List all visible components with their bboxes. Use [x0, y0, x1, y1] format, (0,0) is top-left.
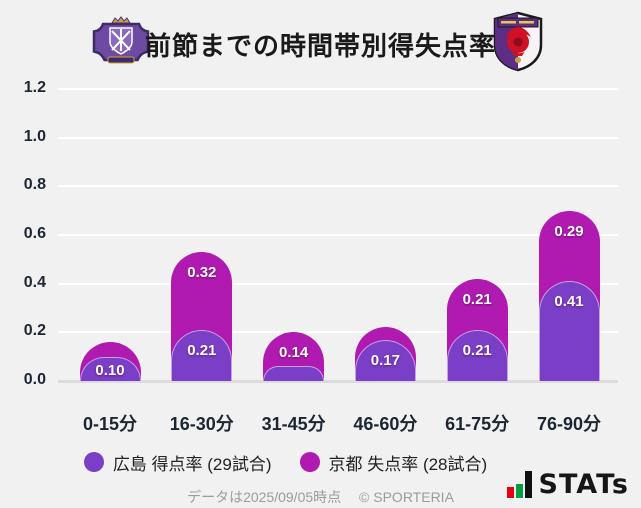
data-date-note: データは2025/09/05時点	[187, 489, 342, 505]
bar-value-label: 0.41	[554, 293, 584, 311]
x-tick-label: 16-30分	[169, 414, 234, 434]
x-tick-label: 61-75分	[445, 414, 510, 434]
y-tick-label: 0.2	[23, 322, 46, 340]
bar-value-label: 0.14	[278, 344, 309, 362]
bar-value-label: 0.17	[370, 351, 400, 369]
x-tick-label: 0-15分	[82, 414, 138, 434]
bar-value-label: 0.21	[462, 341, 492, 359]
hiroshima-scored-bar	[263, 366, 325, 381]
mini-bar-chart-icon	[506, 471, 532, 498]
x-tick-label: 31-45分	[261, 414, 326, 434]
gridline	[58, 282, 618, 285]
hiroshima-scored-bar	[79, 356, 141, 381]
stats-wordmark: STATs	[538, 469, 629, 500]
bar-value-label: 0.32	[187, 263, 217, 281]
stats-brand-logo: STATs	[506, 469, 629, 500]
page-title: 前節までの時間帯別得失点率	[144, 31, 496, 61]
gridline	[58, 331, 618, 334]
x-tick-label: 76-90分	[536, 414, 602, 434]
x-axis-baseline	[58, 380, 618, 383]
y-tick-label: 1.2	[23, 78, 46, 96]
x-tick-label: 46-60分	[353, 414, 418, 434]
footer-note: データは2025/09/05時点 © SPORTERIA	[0, 487, 641, 507]
legend-label: 広島 得点率 (29試合)	[112, 454, 272, 474]
legend-label: 京都 失点率 (28試合)	[328, 454, 488, 474]
kyoto-sanga-logo-icon	[491, 11, 545, 78]
bar-value-label: 0.10	[95, 362, 125, 379]
gridline	[58, 87, 618, 90]
copyright-text: © SPORTERIA	[359, 489, 454, 505]
legend-swatch	[299, 452, 320, 472]
sanfrecce-hiroshima-logo-icon	[92, 15, 150, 74]
gridline	[58, 233, 618, 236]
legend-item: 京都 失点率 (28試合)	[299, 450, 488, 475]
chart-legend: 広島 得点率 (29試合) 京都 失点率 (28試合)	[0, 449, 571, 475]
legend-item: 広島 得点率 (29試合)	[83, 450, 272, 475]
gridline	[58, 136, 618, 139]
bar-value-label: 0.21	[462, 290, 492, 308]
hiroshima-scored-bar	[446, 329, 508, 381]
y-tick-label: 0.6	[23, 224, 46, 242]
hiroshima-scored-bar	[538, 281, 600, 381]
legend-swatch	[83, 452, 104, 472]
gridline	[58, 185, 618, 188]
bar-value-label: 0.21	[187, 341, 217, 359]
bar-value-label: 0.29	[554, 222, 584, 240]
y-tick-label: 0.4	[23, 273, 46, 291]
y-tick-label: 1.0	[23, 127, 46, 145]
y-tick-label: 0.0	[23, 371, 46, 388]
y-tick-label: 0.8	[23, 176, 46, 194]
